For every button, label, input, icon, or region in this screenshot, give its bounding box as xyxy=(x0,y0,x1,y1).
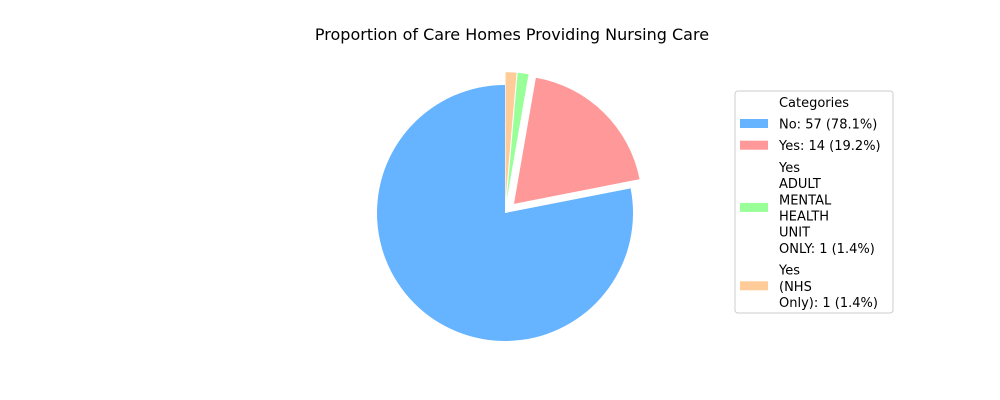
legend-swatch-1 xyxy=(740,140,768,150)
legend-label-3-2: Only): 1 (1.4%) xyxy=(779,296,878,311)
legend-label-2-0: Yes xyxy=(778,161,800,176)
legend-label-1-0: Yes: 14 (19.2%) xyxy=(778,139,881,154)
legend-label-2-1: ADULT xyxy=(779,177,821,192)
legend-label-0-0: No: 57 (78.1%) xyxy=(779,118,877,133)
pie-slice-2 xyxy=(506,72,529,201)
legend: Categories No: 57 (78.1%) Yes: 14 (19.2%)… xyxy=(734,90,894,314)
pie-slice-3 xyxy=(505,72,517,201)
legend-swatch-2 xyxy=(740,202,768,212)
legend-label-2-2: MENTAL xyxy=(779,193,832,208)
legend-label-2-5: ONLY: 1 (1.4%) xyxy=(779,242,875,257)
legend-swatch-0 xyxy=(740,119,768,128)
legend-box xyxy=(734,90,894,314)
legend-label-3-0: Yes xyxy=(778,264,800,279)
pie-slice-0 xyxy=(377,84,633,341)
legend-label-2-3: HEALTH xyxy=(779,210,829,225)
pie-slices xyxy=(377,72,640,341)
legend-title: Categories xyxy=(779,96,849,111)
legend-items: No: 57 (78.1%)Yes: 14 (19.2%)YesADULTMEN… xyxy=(740,118,881,311)
legend-item-0: No: 57 (78.1%) xyxy=(740,118,877,133)
legend-item-1: Yes: 14 (19.2%) xyxy=(740,139,881,154)
legend-label-3-1: (NHS xyxy=(779,280,812,295)
legend-swatch-3 xyxy=(740,281,768,291)
pie-slice-1 xyxy=(513,77,640,204)
chart-title: Proportion of Care Homes Providing Nursi… xyxy=(315,25,709,44)
legend-label-2-4: UNIT xyxy=(779,226,810,241)
